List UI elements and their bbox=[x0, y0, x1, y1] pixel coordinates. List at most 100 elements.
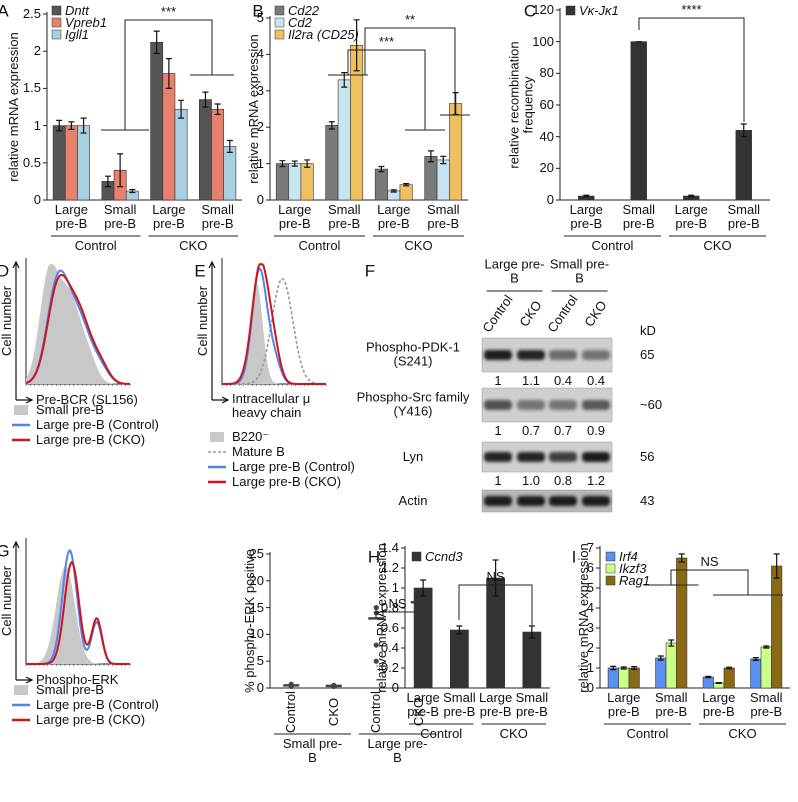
blot-band bbox=[549, 452, 577, 462]
bar bbox=[288, 163, 302, 201]
bar bbox=[337, 79, 351, 201]
blot-band bbox=[549, 350, 577, 360]
bar bbox=[628, 667, 640, 689]
error-bar bbox=[668, 639, 675, 647]
group-label: CKO bbox=[404, 238, 433, 253]
x-tick-label: Small pre-B bbox=[426, 202, 460, 232]
bar bbox=[618, 667, 630, 689]
x-tick-label: Small pre-B bbox=[103, 202, 137, 232]
y-tick-label: 1 bbox=[391, 579, 399, 595]
legend-label: Ikzf3 bbox=[619, 560, 647, 576]
y-tick-label: 2 bbox=[256, 119, 264, 135]
blot-band bbox=[484, 452, 512, 462]
quantification: 0.4 bbox=[553, 372, 573, 388]
bar bbox=[436, 159, 450, 201]
group-label: Large pre-B bbox=[484, 256, 545, 286]
legend-label: Vpreb1 bbox=[65, 14, 107, 30]
legend-swatch bbox=[274, 17, 285, 28]
y-tick-label: 0.5 bbox=[22, 154, 41, 170]
legend-label: Vκ-Jκ1 bbox=[579, 2, 619, 18]
bar bbox=[702, 676, 714, 689]
error-bar bbox=[492, 559, 499, 597]
row-label: Phospho-Src family (Y416) bbox=[356, 389, 470, 419]
significance-bracket bbox=[458, 584, 533, 625]
x-tick-label: Large pre-B bbox=[278, 202, 312, 232]
error-bar bbox=[279, 160, 286, 168]
histogram-line bbox=[222, 277, 327, 385]
significance-label: *** bbox=[378, 33, 395, 49]
legend-label: Large pre-B (CKO) bbox=[36, 431, 146, 447]
bar bbox=[750, 658, 762, 689]
panel-letter: D bbox=[0, 261, 10, 281]
size-label: 56 bbox=[640, 448, 655, 464]
y-tick-label: 2 bbox=[586, 639, 594, 655]
legend-label: Rag1 bbox=[619, 572, 651, 588]
quantification: 1 bbox=[494, 472, 502, 488]
histogram-fill bbox=[26, 264, 130, 384]
size-label: 43 bbox=[640, 492, 655, 508]
bar bbox=[52, 125, 66, 201]
blot-band bbox=[517, 400, 545, 410]
legend-label: Cd22 bbox=[288, 2, 320, 18]
error-bar bbox=[420, 579, 427, 597]
significance-label: *** bbox=[160, 3, 177, 19]
y-tick-label: 0 bbox=[391, 679, 399, 695]
bar bbox=[630, 41, 647, 201]
y-tick-label: 0 bbox=[256, 679, 264, 695]
histogram-line bbox=[25, 273, 131, 385]
y-tick-label: 0 bbox=[256, 191, 264, 207]
blot-band bbox=[582, 350, 610, 360]
panel-letter: G bbox=[0, 541, 10, 561]
error-bar bbox=[610, 665, 617, 671]
x-tick-label: CKO bbox=[325, 697, 341, 727]
group-label: CKO bbox=[499, 726, 528, 741]
error-bar bbox=[129, 188, 136, 194]
error-bar bbox=[214, 103, 221, 116]
legend-label: Large pre-B (Control) bbox=[232, 458, 355, 474]
error-bar bbox=[378, 165, 385, 173]
error-bar bbox=[353, 19, 360, 72]
significance-bracket bbox=[328, 49, 445, 131]
bar bbox=[676, 557, 688, 689]
blot-band bbox=[484, 350, 512, 360]
legend-swatch bbox=[605, 551, 616, 562]
y-tick-label: 3 bbox=[256, 82, 264, 98]
y-tick-label: 4 bbox=[586, 599, 594, 615]
bar bbox=[735, 130, 752, 201]
error-bar bbox=[178, 99, 185, 119]
legend-swatch bbox=[605, 563, 616, 574]
blot-band bbox=[582, 452, 610, 462]
quantification: 1.1 bbox=[521, 372, 541, 388]
x-tick-label: Large pre-B bbox=[569, 202, 603, 232]
group-label: Small pre-B bbox=[549, 256, 610, 286]
bar bbox=[522, 631, 542, 689]
y-tick-label: 60 bbox=[539, 96, 554, 112]
error-bar bbox=[117, 153, 124, 188]
error-bar bbox=[390, 189, 397, 193]
group-label: Control bbox=[626, 726, 669, 741]
bar bbox=[150, 41, 164, 201]
bar bbox=[449, 103, 463, 201]
y-tick-label: 1.4 bbox=[380, 539, 399, 555]
significance-bracket bbox=[101, 19, 234, 131]
error-bar bbox=[153, 30, 160, 55]
x-axis-label: Pre-BCR (SL156) bbox=[36, 391, 138, 407]
y-tick-label: 40 bbox=[539, 128, 554, 144]
data-point bbox=[373, 642, 379, 648]
error-bar bbox=[456, 625, 463, 635]
y-tick-label: 0 bbox=[33, 191, 41, 207]
x-tick-label: Large pre-B bbox=[607, 690, 641, 720]
y-tick-label: 5 bbox=[256, 9, 264, 25]
error-bar bbox=[56, 119, 63, 132]
legend-swatch bbox=[411, 551, 422, 562]
y-tick-label: 1 bbox=[33, 117, 41, 133]
legend-label: Large pre-B (Control) bbox=[36, 696, 159, 712]
bar bbox=[223, 146, 237, 201]
axis-arrow bbox=[12, 540, 34, 684]
y-tick-label: 6 bbox=[586, 559, 594, 575]
quantification: 0.8 bbox=[553, 472, 573, 488]
data-point bbox=[373, 658, 379, 664]
bar bbox=[275, 163, 289, 201]
significance-bracket bbox=[643, 569, 783, 596]
